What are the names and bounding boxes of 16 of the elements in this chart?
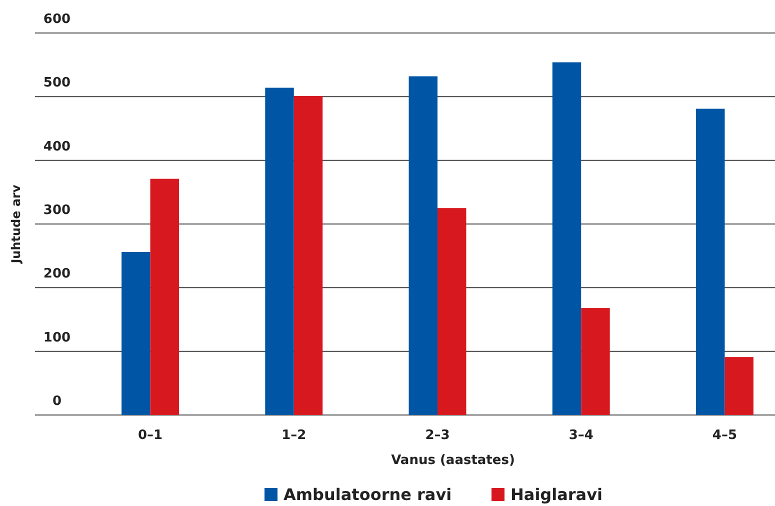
y-tick-label: 400: [43, 139, 71, 154]
legend-label: Haiglaravi: [510, 485, 603, 504]
x-tick-label: 4–5: [712, 428, 738, 443]
y-tick-label: 300: [43, 203, 71, 218]
y-tick-label: 200: [43, 266, 71, 282]
x-axis-title: Vanus (aastates): [391, 453, 515, 468]
y-axis-title: Juhtude arv: [9, 184, 23, 264]
x-tick-label: 3–4: [568, 428, 594, 443]
y-tick-label: 500: [43, 76, 71, 91]
y-tick-label: 0: [52, 394, 62, 409]
y-tick-label: 600: [43, 12, 71, 27]
y-tick-label: 100: [43, 330, 71, 346]
x-tick-label: 2–3: [425, 428, 450, 443]
legend-label: Ambulatoorne ravi: [284, 485, 452, 504]
x-tick-label: 0–1: [138, 428, 163, 443]
x-tick-label: 1–2: [282, 428, 306, 443]
